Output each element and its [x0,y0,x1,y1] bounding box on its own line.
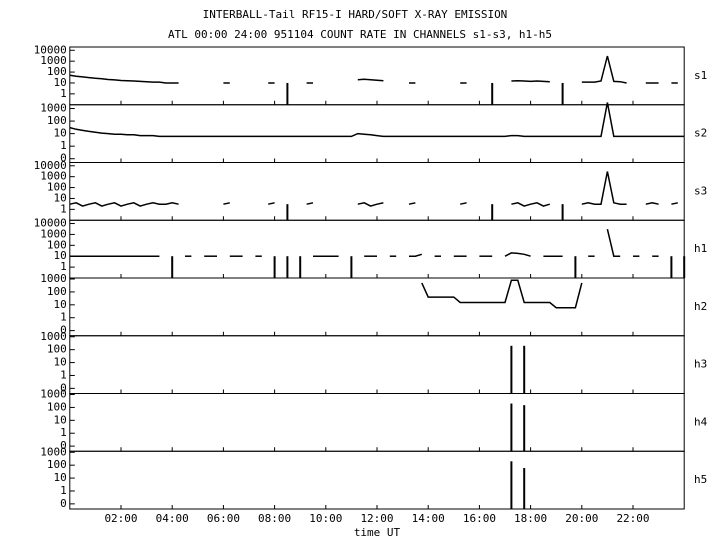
y-tick-label: 10 [54,127,67,140]
y-tick-label: 10 [54,356,67,369]
y-tick-label: 1 [60,202,67,215]
chart-title: INTERBALL-Tail RF15-I HARD/SOFT X-RAY EM… [203,8,508,21]
series-label: s2 [694,127,707,140]
y-tick-label: 100 [47,343,67,356]
x-axis-label: time UT [354,526,401,539]
data-line [306,202,314,205]
y-tick-label: 1 [60,426,67,439]
y-tick-label: 1000 [40,272,67,285]
y-tick-label: 1000 [40,102,67,115]
y-tick-label: 10000 [34,159,67,172]
x-tick-label: 08:00 [258,512,291,525]
x-tick-label: 18:00 [514,512,547,525]
y-tick-label: 100 [47,458,67,471]
y-tick-label: 10000 [34,43,67,56]
y-tick-label: 1000 [40,170,67,183]
data-line [409,253,423,257]
y-tick-label: 10 [54,413,67,426]
y-tick-label: 100 [47,181,67,194]
y-tick-label: 1 [60,311,67,324]
data-line [511,79,550,83]
chart-subtitle: ATL 00:00 24:00 951104 COUNT RATE IN CHA… [168,28,552,41]
data-line [460,202,467,205]
y-tick-label: 1 [60,139,67,152]
data-line [69,202,179,207]
y-tick-label: 0 [60,152,67,165]
data-line [581,171,627,205]
series-label: s1 [694,69,707,82]
y-tick-label: 1000 [40,445,67,458]
y-tick-label: 1000 [40,330,67,343]
data-line [504,252,531,257]
series-label: s3 [694,184,707,197]
x-tick-label: 16:00 [463,512,496,525]
series-label: h5 [694,473,707,486]
data-line [606,229,621,257]
y-tick-label: 10 [54,471,67,484]
x-tick-label: 10:00 [309,512,342,525]
y-tick-label: 100 [47,400,67,413]
y-tick-label: 100 [47,238,67,251]
y-tick-label: 0 [60,324,67,337]
x-tick-label: 12:00 [360,512,393,525]
y-tick-label: 100 [47,65,67,78]
y-tick-label: 1 [60,368,67,381]
data-line [223,202,230,205]
y-tick-label: 0 [60,381,67,394]
y-tick-label: 0 [60,439,67,452]
data-line [69,74,179,84]
y-tick-label: 10 [54,76,67,89]
y-tick-label: 1 [60,484,67,497]
data-line [357,78,384,82]
y-tick-label: 10000 [34,217,67,230]
x-tick-label: 04:00 [156,512,189,525]
y-tick-label: 1000 [40,227,67,240]
data-line [581,55,627,84]
data-line [645,202,659,205]
y-tick-label: 10 [54,191,67,204]
y-tick-label: 1 [60,260,67,273]
y-tick-label: 1 [60,87,67,100]
data-line [357,202,384,207]
series-label: h3 [694,358,707,371]
x-tick-label: 22:00 [616,512,649,525]
data-line [268,202,275,205]
data-line [421,279,583,309]
x-tick-label: 14:00 [412,512,445,525]
y-tick-label: 100 [47,285,67,298]
x-tick-label: 20:00 [565,512,598,525]
y-tick-label: 1000 [40,54,67,67]
series-label: h2 [694,300,707,313]
data-line [408,202,416,205]
data-line [511,202,551,207]
y-tick-label: 0 [60,497,67,510]
x-tick-label: 02:00 [104,512,137,525]
y-tick-label: 10 [54,298,67,311]
x-tick-label: 06:00 [207,512,240,525]
data-line [69,102,685,138]
data-line [671,202,678,205]
series-label: h1 [694,242,707,255]
y-tick-label: 1000 [40,388,67,401]
y-tick-label: 10 [54,249,67,262]
y-tick-label: 100 [47,114,67,127]
series-label: h4 [694,415,708,428]
